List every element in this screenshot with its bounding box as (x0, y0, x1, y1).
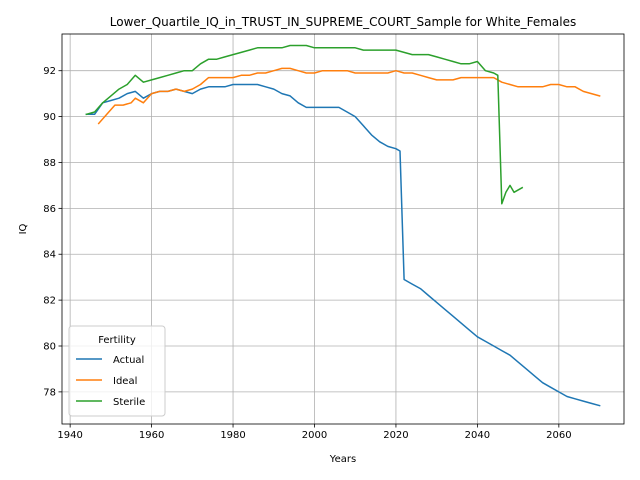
series-line-sterile (85, 44, 524, 205)
legend-label-actual: Actual (113, 355, 144, 366)
x-tick-label: 2000 (302, 430, 327, 441)
legend-box (68, 325, 166, 417)
legend: Fertility Actual Ideal Sterile (68, 325, 166, 417)
legend-label-ideal: Ideal (113, 376, 137, 387)
y-tick-label: 82 (43, 296, 56, 307)
x-axis-label: Years (329, 454, 356, 465)
y-tick-label: 86 (43, 204, 56, 215)
legend-title: Fertility (98, 335, 136, 346)
y-tick-label: 88 (43, 158, 56, 169)
x-tick-label: 2060 (546, 430, 571, 441)
y-tick-label: 92 (43, 66, 56, 77)
y-tick-label: 80 (43, 342, 56, 353)
x-tick-label: 2020 (383, 430, 408, 441)
y-tick-label: 84 (43, 250, 56, 261)
x-tick-label: 1980 (220, 430, 245, 441)
series-line-ideal (97, 67, 601, 125)
x-tick-label: 2040 (465, 430, 490, 441)
ticks: 1940 1960 1980 2000 2020 2040 2060 78 80 82 84 86 88… (43, 66, 571, 441)
axes-frame (61, 33, 625, 425)
y-tick-label: 78 (43, 387, 56, 398)
x-tick-label: 1940 (57, 430, 82, 441)
chart-title: Lower_Quartile_IQ_in_TRUST_IN_SUPREME_CO… (110, 15, 576, 29)
y-tick-label: 90 (43, 112, 56, 123)
legend-label-sterile: Sterile (113, 397, 145, 408)
x-tick-label: 1960 (139, 430, 164, 441)
series-group (85, 44, 601, 407)
y-axis-label: IQ (18, 223, 29, 234)
